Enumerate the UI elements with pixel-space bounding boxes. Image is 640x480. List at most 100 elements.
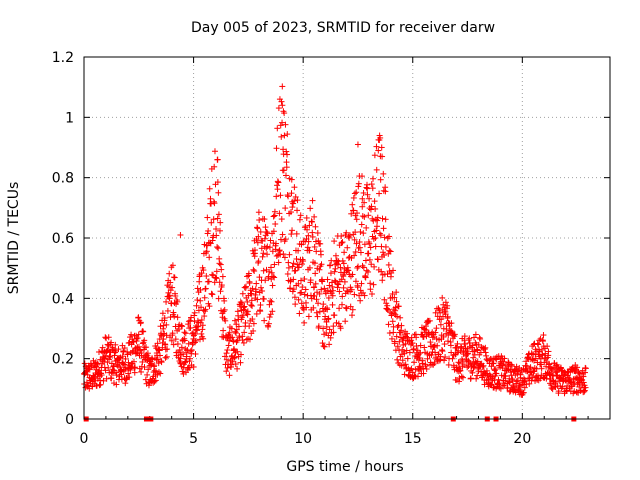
data-point [475, 368, 482, 375]
data-point [517, 371, 524, 378]
data-point [379, 215, 386, 222]
y-axis-label: SRMTID / TECUs [6, 182, 22, 295]
data-point [296, 310, 303, 317]
data-point [580, 373, 587, 380]
data-point [348, 286, 355, 293]
data-point [352, 278, 359, 285]
data-point [262, 224, 269, 231]
data-point [371, 152, 378, 159]
data-point [181, 337, 188, 344]
data-point [105, 342, 112, 349]
data-point [169, 284, 176, 291]
data-point [161, 314, 168, 321]
data-point [317, 240, 324, 247]
data-point [100, 349, 107, 356]
data-point [314, 229, 321, 236]
data-point [367, 206, 374, 213]
data-point [224, 364, 231, 371]
data-point [301, 319, 308, 326]
data-point [528, 377, 535, 384]
data-point [520, 389, 527, 396]
data-point [192, 330, 199, 337]
data-point [327, 334, 334, 341]
data-point [201, 294, 208, 301]
data-point [191, 309, 198, 316]
data-point [217, 288, 224, 295]
data-point [444, 313, 451, 320]
data-point [501, 355, 508, 362]
data-point [206, 254, 213, 261]
data-point [318, 261, 325, 268]
data-point [454, 340, 461, 347]
x-tick-label: 10 [294, 431, 312, 447]
data-point [187, 324, 194, 331]
data-point [354, 284, 361, 291]
data-point [461, 361, 468, 368]
data-point [134, 335, 141, 342]
data-point [326, 282, 333, 289]
data-point [208, 290, 215, 297]
data-point [239, 337, 246, 344]
data-point [345, 233, 352, 240]
data-point [372, 243, 379, 250]
data-point [311, 243, 318, 250]
data-point [130, 338, 137, 345]
data-point [337, 264, 344, 271]
data-point [459, 374, 466, 381]
data-point [271, 274, 278, 281]
data-point [249, 285, 256, 292]
data-point [213, 268, 220, 275]
data-point [313, 309, 320, 316]
data-point [213, 275, 220, 282]
data-point [395, 303, 402, 310]
data-point [204, 230, 211, 237]
data-point [171, 313, 178, 320]
data-point [384, 271, 391, 278]
data-point [409, 369, 416, 376]
data-point [299, 256, 306, 263]
data-point [234, 348, 241, 355]
data-point [308, 218, 315, 225]
data-point [495, 376, 502, 383]
data-point [221, 306, 228, 313]
data-point [276, 248, 283, 255]
data-point [218, 282, 225, 289]
data-point [158, 359, 165, 366]
data-point [555, 388, 562, 395]
data-point [339, 293, 346, 300]
data-point [534, 340, 541, 347]
data-point [193, 337, 200, 344]
data-point [304, 226, 311, 233]
data-point [325, 315, 332, 322]
data-point [322, 313, 329, 320]
data-point [254, 296, 261, 303]
data-point [144, 371, 151, 378]
data-point [186, 355, 193, 362]
data-point [241, 284, 248, 291]
data-point [253, 288, 260, 295]
data-point [255, 209, 262, 216]
data-point [273, 193, 280, 200]
data-point [368, 290, 375, 297]
data-point [305, 313, 312, 320]
data-point [549, 377, 556, 384]
data-point [419, 357, 426, 364]
data-point [129, 348, 136, 355]
data-point [152, 377, 159, 384]
data-point [124, 351, 131, 358]
data-point [163, 332, 170, 339]
data-point [559, 383, 566, 390]
data-point [221, 297, 228, 304]
data-point [248, 290, 255, 297]
data-point [381, 234, 388, 241]
data-point [474, 358, 481, 365]
data-point [93, 382, 100, 389]
data-point [220, 308, 227, 315]
data-point [349, 201, 356, 208]
data-point [488, 381, 495, 388]
data-point [539, 351, 546, 358]
data-point [314, 313, 321, 320]
data-point [381, 296, 388, 303]
data-point [433, 325, 440, 332]
data-point [295, 296, 302, 303]
